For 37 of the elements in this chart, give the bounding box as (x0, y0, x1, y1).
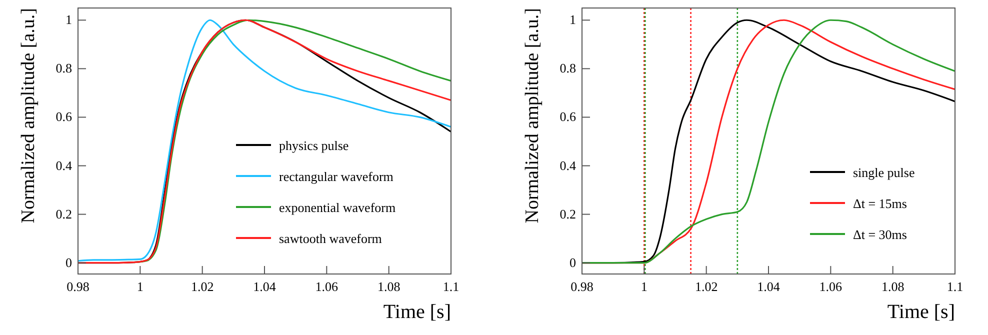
y-tick-label: 0.6 (56, 109, 72, 124)
x-tick-label: 1.06 (315, 279, 339, 294)
x-tick-label: 1.08 (377, 279, 400, 294)
legend-label: sawtooth waveform (279, 231, 382, 246)
x-tick-label: 1.08 (881, 279, 904, 294)
x-axis-title: Time [s] (383, 301, 451, 323)
x-tick-label: 1.1 (442, 279, 460, 294)
legend-label: physics pulse (279, 138, 349, 153)
y-tick-label: 0.2 (560, 206, 576, 222)
x-tick-label: 1.04 (757, 279, 780, 294)
y-tick-label: 0.2 (56, 206, 72, 222)
y-tick-label: 0.4 (560, 158, 576, 173)
y-tick-label: 0 (570, 254, 576, 270)
y-tick-label: 0.8 (560, 60, 576, 76)
y-tick-label: 1 (66, 12, 72, 28)
x-tick-label: 0.98 (66, 279, 90, 294)
y-axis-title: Normalized amplitude [a.u.] (522, 8, 543, 224)
y-axis-title: Normalized amplitude [a.u.] (18, 8, 39, 224)
x-tick-label: 1.04 (253, 279, 276, 294)
x-tick-label: 1.02 (694, 279, 718, 294)
x-tick-label: 1 (640, 279, 648, 294)
x-tick-label: 1.1 (946, 279, 964, 294)
legend-label: Δt = 15ms (853, 196, 907, 211)
y-tick-label: 0.4 (56, 158, 72, 173)
x-tick-label: 1 (136, 279, 144, 294)
legend-label: single pulse (853, 165, 915, 180)
x-tick-label: 0.98 (570, 279, 594, 294)
y-tick-label: 0 (66, 254, 72, 270)
x-tick-label: 1.06 (819, 279, 843, 294)
x-axis-title: Time [s] (887, 301, 955, 323)
legend-label: Δt = 30ms (853, 227, 907, 242)
legend-label: rectangular waveform (279, 169, 394, 184)
y-tick-label: 0.6 (560, 109, 576, 124)
x-tick-label: 1.02 (190, 279, 214, 294)
legend-label: exponential waveform (279, 200, 396, 215)
y-tick-label: 0.8 (56, 60, 72, 76)
y-tick-label: 1 (570, 12, 576, 28)
